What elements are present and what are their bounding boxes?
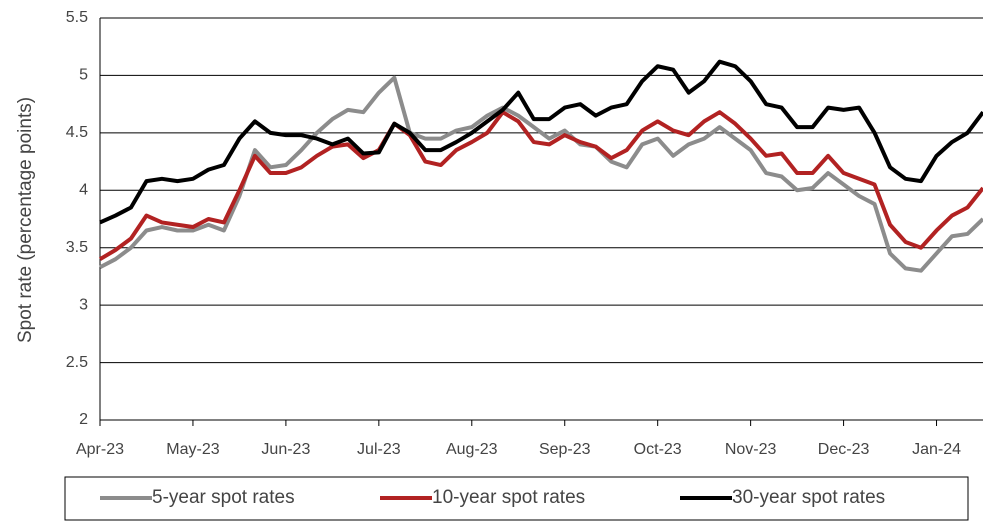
legend-label: 5-year spot rates — [152, 487, 295, 508]
y-tick-label: 2 — [79, 411, 88, 428]
x-tick-label: Dec-23 — [818, 441, 870, 458]
x-tick-label: Apr-23 — [76, 441, 124, 458]
x-tick-label: Sep-23 — [539, 441, 591, 458]
x-tick-label: Aug-23 — [446, 441, 498, 458]
x-tick-label: May-23 — [166, 441, 219, 458]
y-tick-label: 2.5 — [66, 354, 88, 371]
y-tick-label: 4.5 — [66, 124, 88, 141]
y-tick-label: 5 — [79, 67, 88, 84]
x-tick-label: Oct-23 — [634, 441, 682, 458]
legend-label: 10-year spot rates — [432, 487, 585, 508]
y-tick-label: 3.5 — [66, 239, 88, 256]
data-line — [98, 110, 983, 261]
y-axis-label: Spot rate (percentage points) — [15, 97, 36, 343]
x-tick-label: Jul-23 — [357, 441, 401, 458]
legend-box — [64, 476, 969, 521]
y-tick-label: 5.5 — [66, 9, 88, 26]
x-tick-label: Nov-23 — [725, 441, 777, 458]
x-tick-label: Jun-23 — [261, 441, 310, 458]
x-tick-label: Jan-24 — [912, 441, 961, 458]
y-tick-label: 4 — [79, 182, 88, 199]
data-line — [99, 59, 983, 225]
y-tick-label: 3 — [79, 296, 88, 313]
legend-label: 30-year spot rates — [732, 487, 885, 508]
